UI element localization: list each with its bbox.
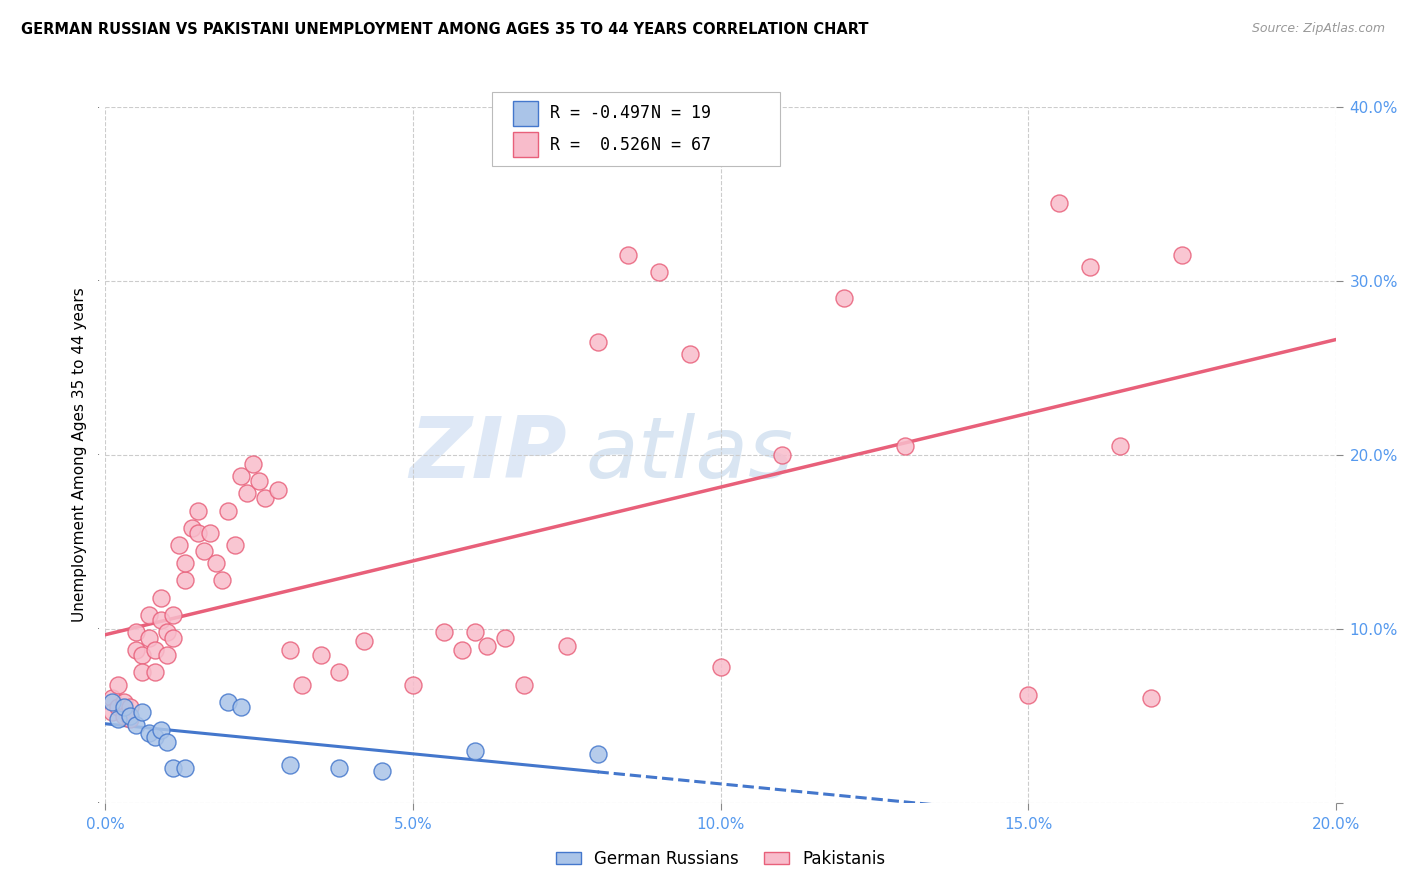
Point bbox=[464, 744, 486, 758]
Point bbox=[475, 639, 498, 653]
Point bbox=[205, 556, 228, 570]
Point bbox=[236, 486, 259, 500]
Point bbox=[149, 591, 172, 605]
Point bbox=[107, 700, 129, 714]
Legend: German Russians, Pakistanis: German Russians, Pakistanis bbox=[550, 843, 891, 874]
Point bbox=[1171, 248, 1194, 262]
Point bbox=[143, 665, 166, 680]
Point bbox=[131, 665, 153, 680]
Point bbox=[555, 639, 578, 653]
Point bbox=[433, 625, 456, 640]
Point bbox=[174, 556, 197, 570]
Point bbox=[162, 607, 184, 622]
Point bbox=[254, 491, 277, 506]
Point bbox=[125, 625, 148, 640]
Point bbox=[1078, 260, 1101, 274]
Point bbox=[149, 723, 172, 737]
Point bbox=[125, 642, 148, 657]
Point bbox=[107, 712, 129, 726]
Point bbox=[229, 468, 252, 483]
Point bbox=[770, 448, 793, 462]
Y-axis label: Unemployment Among Ages 35 to 44 years: Unemployment Among Ages 35 to 44 years bbox=[72, 287, 87, 623]
Point bbox=[328, 761, 350, 775]
Point bbox=[278, 757, 301, 772]
Point bbox=[278, 642, 301, 657]
Point bbox=[291, 677, 314, 691]
Point bbox=[679, 347, 702, 361]
Point bbox=[247, 474, 270, 488]
Point bbox=[648, 265, 671, 279]
Point bbox=[162, 761, 184, 775]
Text: GERMAN RUSSIAN VS PAKISTANI UNEMPLOYMENT AMONG AGES 35 TO 44 YEARS CORRELATION C: GERMAN RUSSIAN VS PAKISTANI UNEMPLOYMENT… bbox=[21, 22, 869, 37]
Point bbox=[402, 677, 425, 691]
Text: ZIP: ZIP bbox=[409, 413, 567, 497]
Point bbox=[229, 700, 252, 714]
Point bbox=[107, 677, 129, 691]
Text: N = 19: N = 19 bbox=[651, 104, 711, 122]
Point bbox=[156, 735, 179, 749]
Point bbox=[242, 457, 264, 471]
Point bbox=[143, 642, 166, 657]
Point bbox=[710, 660, 733, 674]
Point bbox=[267, 483, 290, 497]
Point bbox=[328, 665, 350, 680]
Point bbox=[112, 700, 135, 714]
Point bbox=[187, 526, 209, 541]
Point bbox=[218, 503, 240, 517]
Point bbox=[156, 648, 179, 662]
Point bbox=[100, 695, 122, 709]
Point bbox=[309, 648, 332, 662]
Point bbox=[112, 708, 135, 723]
Point bbox=[180, 521, 202, 535]
Point bbox=[100, 691, 122, 706]
Point bbox=[162, 631, 184, 645]
Point bbox=[100, 706, 122, 720]
Point bbox=[211, 573, 233, 587]
Point bbox=[353, 634, 375, 648]
Point bbox=[218, 695, 240, 709]
Text: R =  0.526: R = 0.526 bbox=[550, 136, 650, 153]
Point bbox=[138, 607, 160, 622]
Point bbox=[586, 334, 609, 349]
Point bbox=[617, 248, 640, 262]
Point bbox=[143, 730, 166, 744]
Point bbox=[174, 761, 197, 775]
Point bbox=[894, 439, 917, 453]
Point bbox=[112, 695, 135, 709]
Point bbox=[125, 717, 148, 731]
Point bbox=[131, 706, 153, 720]
Point bbox=[371, 764, 394, 779]
Point bbox=[156, 625, 179, 640]
Point bbox=[832, 291, 855, 305]
Point bbox=[120, 708, 141, 723]
Point bbox=[193, 543, 215, 558]
Text: N = 67: N = 67 bbox=[651, 136, 711, 153]
Point bbox=[174, 573, 197, 587]
Point bbox=[138, 726, 160, 740]
Point bbox=[198, 526, 221, 541]
Point bbox=[494, 631, 516, 645]
Point bbox=[1109, 439, 1132, 453]
Point bbox=[586, 747, 609, 761]
Point bbox=[1140, 691, 1163, 706]
Point bbox=[120, 700, 141, 714]
Point bbox=[149, 613, 172, 627]
Point bbox=[513, 677, 536, 691]
Point bbox=[224, 538, 246, 552]
Point bbox=[120, 712, 141, 726]
Point bbox=[451, 642, 474, 657]
Point bbox=[138, 631, 160, 645]
Text: atlas: atlas bbox=[585, 413, 793, 497]
Text: Source: ZipAtlas.com: Source: ZipAtlas.com bbox=[1251, 22, 1385, 36]
Text: R = -0.497: R = -0.497 bbox=[550, 104, 650, 122]
Point bbox=[464, 625, 486, 640]
Point bbox=[169, 538, 191, 552]
Point bbox=[131, 648, 153, 662]
Point bbox=[1017, 688, 1039, 702]
Point bbox=[187, 503, 209, 517]
Point bbox=[1047, 195, 1070, 210]
